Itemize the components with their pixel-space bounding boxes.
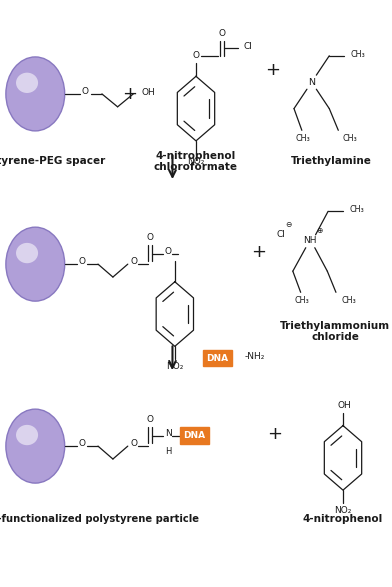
Text: N: N	[165, 429, 172, 438]
Ellipse shape	[16, 425, 38, 445]
Text: Triethylamine: Triethylamine	[291, 156, 372, 167]
Text: O: O	[146, 415, 153, 424]
Text: OH: OH	[337, 400, 351, 410]
Text: -NH₂: -NH₂	[244, 352, 265, 362]
Ellipse shape	[6, 409, 65, 483]
Text: Cl: Cl	[277, 230, 285, 239]
Ellipse shape	[16, 243, 38, 263]
Text: DNA: DNA	[183, 431, 205, 440]
Text: DNA-functionalized polystyrene particle: DNA-functionalized polystyrene particle	[0, 514, 199, 525]
Text: O: O	[78, 439, 85, 448]
Text: +: +	[251, 244, 266, 261]
Text: N: N	[308, 77, 315, 87]
Text: ⊖: ⊖	[286, 220, 292, 229]
Text: Polystyrene-PEG spacer: Polystyrene-PEG spacer	[0, 156, 105, 167]
Text: NO₂: NO₂	[166, 362, 183, 372]
FancyBboxPatch shape	[180, 427, 209, 444]
Ellipse shape	[6, 57, 65, 131]
Text: O: O	[78, 257, 85, 266]
Ellipse shape	[16, 73, 38, 93]
Text: O: O	[146, 233, 153, 242]
Text: DNA: DNA	[207, 353, 229, 363]
Text: H: H	[165, 447, 172, 457]
Text: O: O	[192, 51, 200, 60]
Text: NH: NH	[303, 236, 316, 245]
Text: O: O	[130, 439, 137, 448]
Text: O: O	[164, 247, 171, 256]
Text: NO₂: NO₂	[187, 157, 205, 166]
Text: CH₃: CH₃	[341, 296, 356, 305]
Text: Triethylammonium
chloride: Triethylammonium chloride	[280, 321, 390, 342]
Text: CH₃: CH₃	[294, 296, 309, 305]
Text: Cl: Cl	[243, 42, 252, 51]
Text: 4-nitrophenol
chloroformate: 4-nitrophenol chloroformate	[154, 151, 238, 172]
Text: +: +	[122, 85, 137, 103]
Text: +: +	[265, 62, 280, 79]
Text: CH₃: CH₃	[342, 134, 357, 143]
Text: NO₂: NO₂	[334, 506, 352, 515]
FancyBboxPatch shape	[203, 350, 232, 366]
Text: ⊕: ⊕	[316, 225, 323, 235]
Text: O: O	[130, 257, 137, 266]
Text: 4-nitrophenol: 4-nitrophenol	[303, 514, 383, 525]
Ellipse shape	[6, 227, 65, 301]
Text: CH₃: CH₃	[296, 134, 310, 143]
Text: +: +	[267, 426, 282, 443]
Text: O: O	[219, 29, 226, 38]
Text: CH₃: CH₃	[349, 205, 364, 214]
Text: OH: OH	[142, 87, 156, 97]
Text: CH₃: CH₃	[350, 49, 365, 59]
Text: O: O	[82, 87, 89, 96]
